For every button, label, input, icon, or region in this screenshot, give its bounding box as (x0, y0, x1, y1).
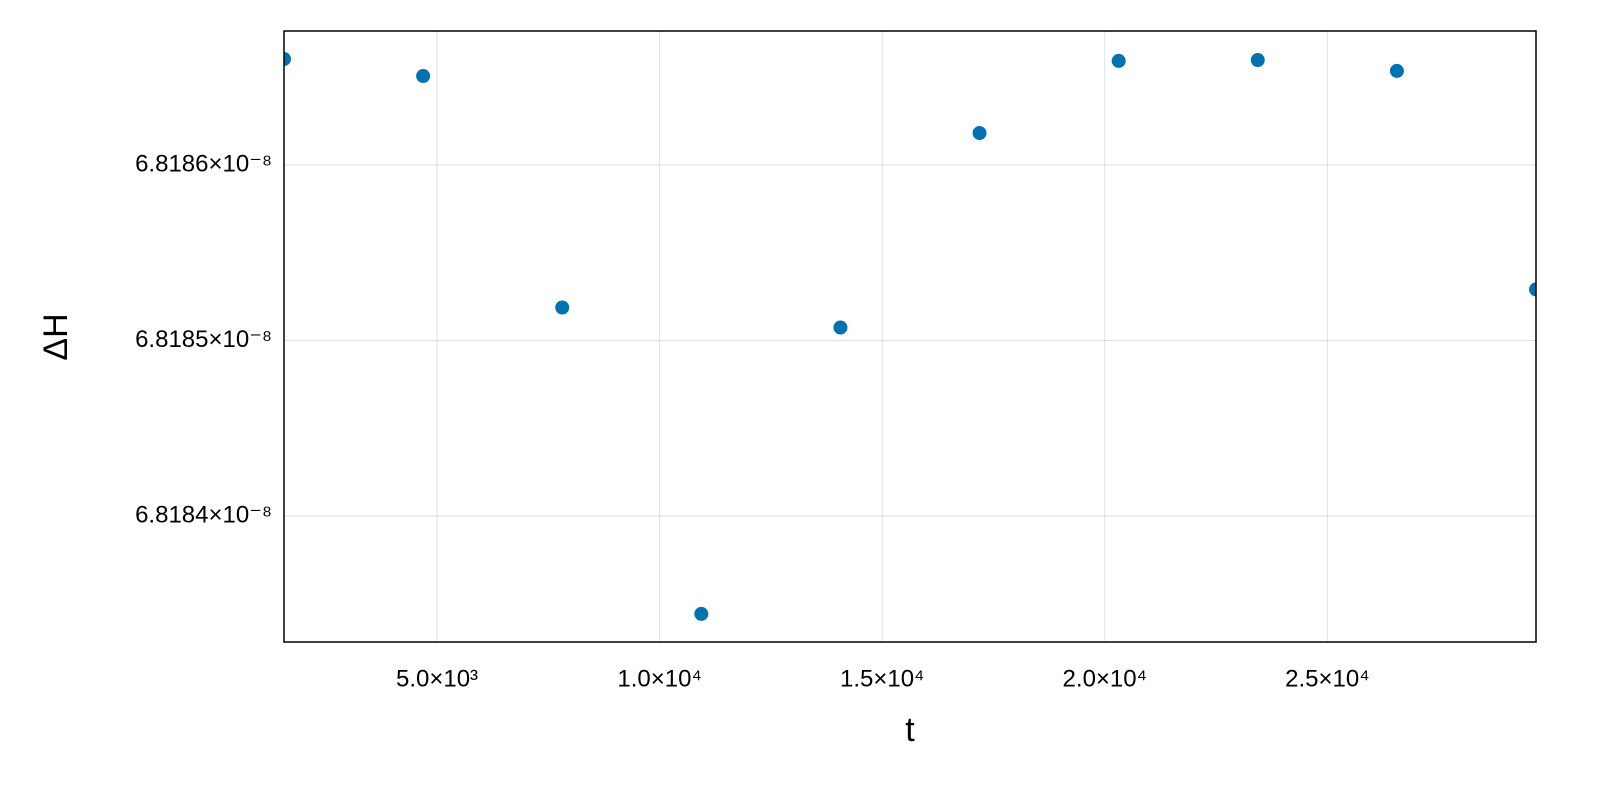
point (416, 69, 431, 84)
plot-area (284, 51, 1536, 621)
x-tick-label: 5.0×10³ (396, 665, 478, 692)
point (694, 606, 709, 621)
point (284, 51, 291, 66)
plot-frame (283, 30, 1537, 643)
point (1529, 282, 1536, 297)
y-tick-label: 6.8185×10⁻⁸ (135, 326, 272, 353)
point (1250, 53, 1265, 68)
x-axis-label: t (905, 711, 915, 749)
x-tick-label: 1.0×10⁴ (617, 665, 701, 692)
point (1111, 53, 1126, 68)
point (972, 126, 987, 141)
y-tick-label: 6.8184×10⁻⁸ (135, 501, 272, 528)
point (833, 320, 848, 335)
point (1389, 63, 1404, 78)
x-tick-label: 1.5×10⁴ (840, 665, 924, 692)
y-tick-label: 6.8186×10⁻⁸ (135, 150, 272, 177)
point (555, 300, 570, 315)
x-tick-label: 2.0×10⁴ (1063, 665, 1147, 692)
y-axis-label: ΔH (37, 313, 75, 360)
x-tick-label: 2.5×10⁴ (1285, 665, 1369, 692)
